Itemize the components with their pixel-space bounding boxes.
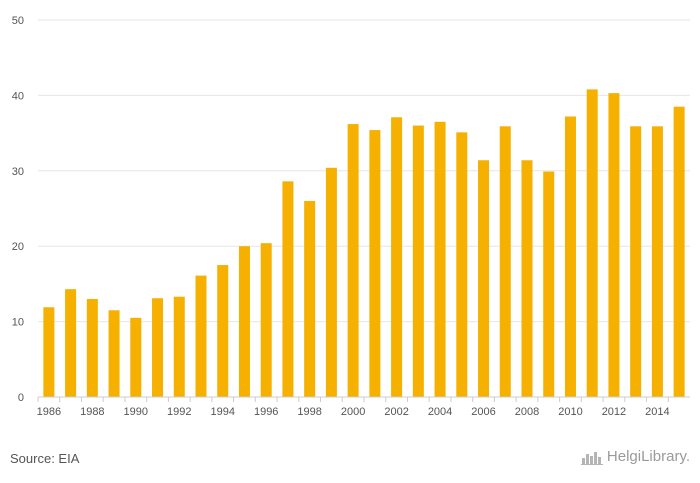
x-tick-label: 1994 (210, 406, 234, 418)
x-tick-label: 2010 (558, 406, 582, 418)
x-tick-label: 1992 (167, 406, 191, 418)
bar-2009 (543, 171, 555, 397)
y-tick-label: 20 (12, 241, 24, 253)
logo-text: HelgiLibrary. (606, 448, 690, 465)
bar-1987 (65, 289, 77, 397)
x-axis-ticks (37, 397, 669, 402)
bar-1986 (43, 307, 55, 397)
y-tick-label: 0 (18, 392, 24, 404)
bar-2007 (499, 126, 511, 398)
bar-2015 (673, 106, 685, 398)
bar-2000 (347, 124, 359, 397)
bar-2013 (630, 126, 642, 398)
bar-1992 (173, 296, 185, 397)
y-tick-label: 30 (12, 166, 24, 178)
y-tick-label: 50 (12, 15, 24, 27)
bar-1996 (260, 243, 272, 397)
x-tick-label: 2008 (515, 406, 539, 418)
x-tick-label: 2014 (645, 406, 669, 418)
bars (43, 89, 685, 398)
bar-2002 (391, 117, 403, 398)
x-tick-label: 1990 (124, 406, 148, 418)
source-label: Source: EIA (10, 451, 80, 466)
x-tick-label: 1988 (80, 406, 104, 418)
x-tick-label: 2012 (602, 406, 626, 418)
library-icon (580, 451, 603, 465)
bar-2004 (434, 121, 446, 397)
bar-1990 (130, 317, 142, 397)
x-tick-label: 1986 (37, 406, 61, 418)
x-tick-label: 1998 (297, 406, 321, 418)
bar-1989 (108, 310, 120, 397)
bar-1993 (195, 275, 207, 397)
gridlines (38, 19, 690, 323)
bar-2012 (608, 93, 620, 397)
bar-2003 (412, 125, 424, 397)
x-tick-label: 2000 (341, 406, 365, 418)
bar-1999 (325, 167, 337, 397)
x-tick-label: 1996 (254, 406, 278, 418)
y-tick-label: 10 (12, 317, 24, 329)
x-tick-label: 2004 (428, 406, 452, 418)
bar-2008 (521, 160, 533, 397)
bar-2006 (478, 160, 490, 397)
bar-chart: 0 10 20 30 40 50 1986 1988 1990 1992 1994 1996 1998… (12, 15, 690, 418)
x-tick-label: 2006 (471, 406, 495, 418)
bar-2010 (564, 116, 576, 398)
bar-2005 (456, 132, 468, 397)
x-tick-label: 2002 (384, 406, 408, 418)
bar-1988 (86, 298, 98, 397)
helgi-library-logo: HelgiLibrary. (580, 448, 690, 465)
y-tick-label: 40 (12, 90, 24, 102)
bar-1997 (282, 181, 294, 397)
x-axis-labels: 1986 1988 1990 1992 1994 1996 1998 2000 2002 2004… (37, 406, 670, 418)
bar-2011 (586, 89, 598, 398)
bar-1991 (152, 298, 164, 397)
y-axis-labels: 0 10 20 30 40 50 (12, 15, 24, 404)
bar-1994 (217, 265, 229, 397)
bar-1998 (304, 200, 316, 397)
bar-2001 (369, 130, 381, 398)
bar-2014 (651, 126, 663, 398)
bar-1995 (238, 246, 250, 397)
